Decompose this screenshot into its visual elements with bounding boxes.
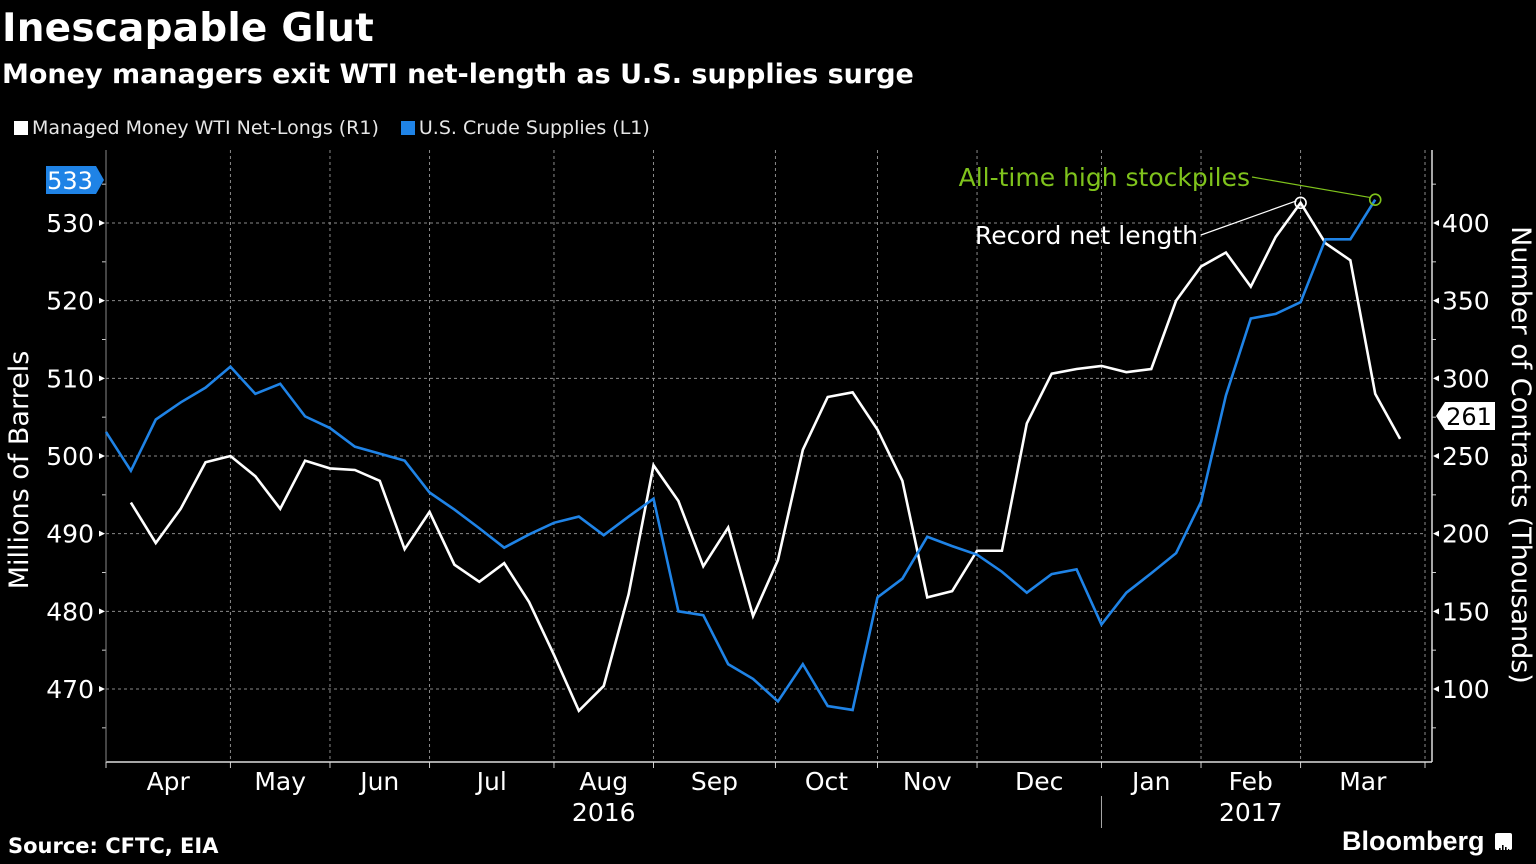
x-tick-label: Nov (903, 767, 952, 796)
brand-logo: Bloomberg (1342, 826, 1512, 857)
tick-right-label: 350 (1442, 287, 1490, 316)
tick-left-marker (99, 297, 105, 304)
annotation-marker-stockpiles (1368, 193, 1382, 206)
x-tick-label: Jun (358, 767, 399, 796)
x-tick-label: May (254, 767, 306, 796)
legend-swatch-net-longs (14, 121, 28, 135)
tick-right-label: 400 (1442, 209, 1490, 238)
legend-item-crude-supplies: U.S. Crude Supplies (L1) (400, 117, 650, 139)
tick-right-marker (1433, 686, 1439, 692)
tick-left-label: 520 (46, 287, 94, 316)
tick-right-label: 100 (1442, 675, 1490, 704)
tick-left-marker (99, 686, 105, 692)
last-value-label-net-longs: 261 (1446, 403, 1492, 431)
legend-label-crude-supplies: U.S. Crude Supplies (L1) (418, 117, 650, 139)
tick-left-label: 470 (46, 675, 94, 704)
x-tick-label: Jul (475, 767, 507, 796)
last-value-tag-net-longs (1436, 402, 1495, 430)
tick-right-label: 200 (1442, 520, 1490, 549)
tick-left-label: 480 (46, 597, 94, 626)
tick-right-label: 300 (1442, 364, 1490, 393)
tick-left-marker (99, 530, 105, 537)
legend-label-net-longs: Managed Money WTI Net-Longs (R1) (32, 117, 379, 139)
x-tick-label: Sep (691, 767, 738, 796)
tick-left-label: 500 (46, 442, 94, 471)
brand-name: Bloomberg (1342, 826, 1485, 856)
x-tick-label: Mar (1339, 767, 1387, 796)
tick-left-label: 490 (46, 520, 94, 549)
tick-left-label: 530 (46, 209, 94, 238)
tick-right-label: 250 (1442, 442, 1490, 471)
chart-title: Inescapable Glut (2, 6, 374, 51)
tick-left-marker (99, 220, 105, 226)
tick-right-marker (1433, 530, 1439, 537)
annotations: 261 533 All-time high stockpiles Record net… (46, 163, 1495, 431)
annotation-leader (1251, 176, 1372, 199)
last-value-label-crude-supplies: 533 (47, 167, 93, 195)
x-tick-label: Oct (805, 767, 848, 796)
source-note: Source: CFTC, EIA (8, 834, 219, 858)
tick-right-marker (1433, 608, 1439, 615)
series-line-net-longs (129, 200, 1402, 714)
legend-swatch-crude-supplies (400, 121, 415, 135)
tick-left-marker (99, 375, 105, 382)
x-tick-label: Feb (1229, 767, 1273, 796)
annotation-marker-net-length (1294, 196, 1307, 210)
tick-left-marker (99, 453, 105, 459)
y-axis-left-label: Millions of Barrels (4, 351, 35, 590)
legend: Managed Money WTI Net-Longs (R1) U.S. Cr… (14, 117, 672, 139)
x-tick-label: Apr (147, 767, 191, 796)
tick-right-label: 150 (1442, 597, 1490, 626)
annotation-net-length: Record net length (975, 221, 1198, 250)
series-line-crude-supplies (104, 199, 1377, 712)
tick-left-marker (99, 608, 105, 615)
tick-right-marker (1433, 453, 1439, 459)
tick-right-marker (1433, 297, 1439, 304)
x-tick-label: Jan (1130, 767, 1171, 796)
last-value-tag-crude-supplies (46, 166, 104, 194)
tick-left-label: 510 (46, 364, 94, 393)
x-year-label: 2016 (572, 798, 636, 827)
annotation-stockpiles: All-time high stockpiles (959, 163, 1250, 192)
x-tick-label: Aug (579, 767, 628, 796)
tick-right-marker (1433, 375, 1439, 382)
legend-item-net-longs: Managed Money WTI Net-Longs (R1) (14, 117, 379, 139)
chart-subtitle: Money managers exit WTI net-length as U.… (2, 59, 914, 90)
y-axis-right-label: Number of Contracts (Thousands) (1505, 226, 1536, 684)
x-year-label: 2017 (1219, 798, 1283, 827)
tick-right-marker (1433, 220, 1439, 226)
axes: 470 480 490 500 510 520 530 100 150 200 250 300 350 4… (46, 150, 1490, 828)
annotation-leader (1200, 200, 1297, 236)
x-tick-label: Dec (1015, 767, 1063, 796)
series-lines (104, 199, 1402, 714)
bloomberg-chart-icon (1494, 833, 1512, 853)
grid (105, 150, 1426, 762)
